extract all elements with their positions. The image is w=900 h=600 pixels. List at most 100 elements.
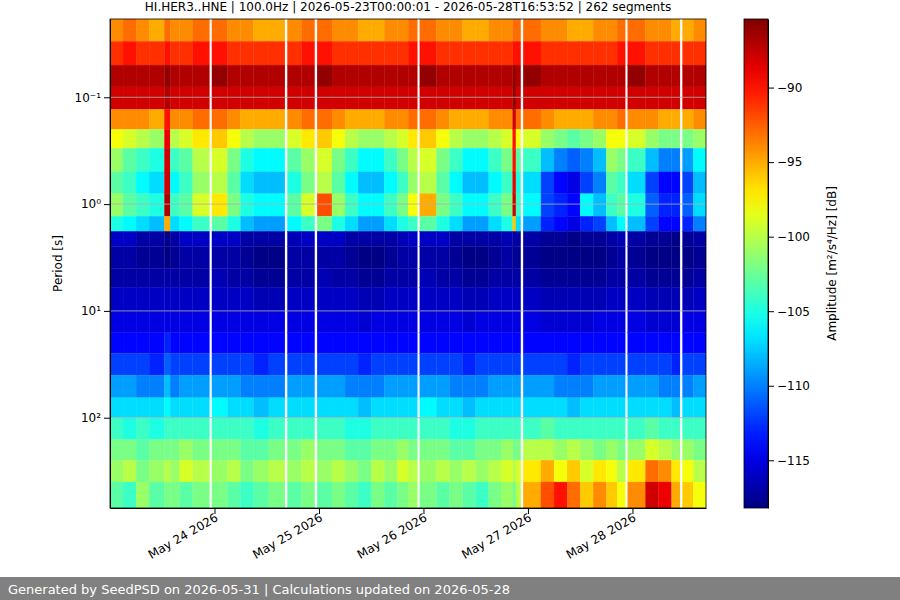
heatmap-cell (269, 353, 285, 375)
heatmap-cell (212, 398, 228, 418)
heatmap-cell (345, 460, 358, 482)
heatmap-cell (693, 65, 706, 87)
heatmap-cell (567, 231, 580, 246)
heatmap-cell (123, 87, 136, 110)
heatmap-cell (397, 268, 408, 287)
heatmap-cell (302, 482, 315, 508)
plot-frame (110, 19, 706, 508)
heatmap-cell (672, 353, 680, 375)
heatmap-cell (212, 41, 228, 65)
heatmap-cell (580, 482, 593, 508)
heatmap-cell (302, 460, 315, 482)
heatmap-cell (554, 41, 567, 65)
heatmap-cell (110, 287, 123, 311)
heatmap-cell (228, 216, 241, 231)
heatmap-cell (683, 41, 694, 65)
heatmap-cell (136, 247, 149, 269)
heatmap-cell (228, 19, 241, 41)
heatmap-cell (123, 194, 136, 217)
heatmap-cell (617, 311, 625, 333)
heatmap-cell (241, 353, 254, 375)
heatmap-cell (580, 460, 593, 482)
heatmap-cell (287, 375, 301, 398)
y-axis-line (110, 20, 111, 509)
heatmap-cell (170, 148, 179, 172)
heatmap-cell (659, 482, 672, 508)
heatmap-cell (541, 194, 554, 217)
heatmap-cell (384, 216, 397, 231)
heatmap-cell (358, 353, 371, 375)
heatmap-cell (269, 87, 285, 110)
heatmap-cell (384, 19, 397, 41)
heatmap-cell (358, 287, 371, 311)
heatmap-cell (358, 247, 371, 269)
heatmap-cell (254, 375, 269, 398)
x-tick: May 28 2026 (564, 508, 639, 562)
heatmap-cell (420, 65, 437, 87)
heatmap-cell (317, 268, 332, 287)
heatmap-cell (420, 231, 437, 246)
heatmap-cell (489, 418, 502, 440)
heatmap-cell (397, 353, 408, 375)
heatmap-cell (170, 216, 179, 231)
heatmap-cell (420, 194, 437, 217)
heatmap-cell (554, 231, 567, 246)
heatmap-cell (254, 109, 269, 129)
heatmap-cell (489, 109, 502, 129)
heatmap-cell (606, 375, 617, 398)
heatmap-cell (110, 398, 123, 418)
x-tick: May 25 2026 (250, 508, 325, 562)
heatmap-cell (476, 287, 489, 311)
heatmap-cell (659, 398, 672, 418)
heatmap-cell (164, 19, 170, 41)
heatmap-cell (489, 311, 502, 333)
heatmap-cell (269, 129, 285, 148)
heatmap-cell (606, 353, 617, 375)
heatmap-cell (617, 19, 625, 41)
heatmap-cell (287, 287, 301, 311)
heatmap-cell (397, 398, 408, 418)
heatmap-cell (672, 87, 680, 110)
heatmap-cell (228, 482, 241, 508)
heatmap-cell (371, 287, 384, 311)
heatmap-cell (384, 482, 397, 508)
heatmap-cell (672, 482, 680, 508)
heatmap-cell (287, 129, 301, 148)
heatmap-cell (513, 41, 516, 65)
heatmap-cell (489, 268, 502, 287)
heatmap-cell (516, 353, 521, 375)
heatmap-cell (397, 333, 408, 354)
heatmap-cell (450, 460, 463, 482)
heatmap-cell (302, 268, 315, 287)
heatmap-cell (450, 287, 463, 311)
heatmap-cell (523, 440, 541, 461)
heatmap-cell (567, 41, 580, 65)
heatmap-cell (628, 353, 646, 375)
heatmap-cell (180, 375, 193, 398)
heatmap-cell (502, 333, 513, 354)
heatmap-cell (241, 109, 254, 129)
heatmap-cell (317, 398, 332, 418)
heatmap-cell (212, 460, 228, 482)
heatmap-cell (554, 333, 567, 354)
heatmap-cell (397, 172, 408, 194)
heatmap-cell (513, 311, 516, 333)
heatmap-cell (516, 19, 521, 41)
heatmap-cell (149, 353, 164, 375)
chart-root: 10⁻¹10⁰10¹10²May 24 2026May 25 2026May 2… (0, 0, 900, 600)
heatmap-cell (567, 460, 580, 482)
heatmap-cell (269, 418, 285, 440)
heatmap-cell (617, 440, 625, 461)
heatmap-cell (254, 311, 269, 333)
heatmap-cell (659, 109, 672, 129)
heatmap-cell (580, 247, 593, 269)
heatmap-cell (180, 148, 193, 172)
heatmap-cell (420, 482, 437, 508)
heatmap-cell (193, 129, 210, 148)
heatmap-cell (317, 109, 332, 129)
heatmap-cell (513, 129, 516, 148)
heatmap-cell (123, 311, 136, 333)
heatmap-cell (180, 231, 193, 246)
heatmap-cell (136, 216, 149, 231)
heatmap-cell (241, 247, 254, 269)
